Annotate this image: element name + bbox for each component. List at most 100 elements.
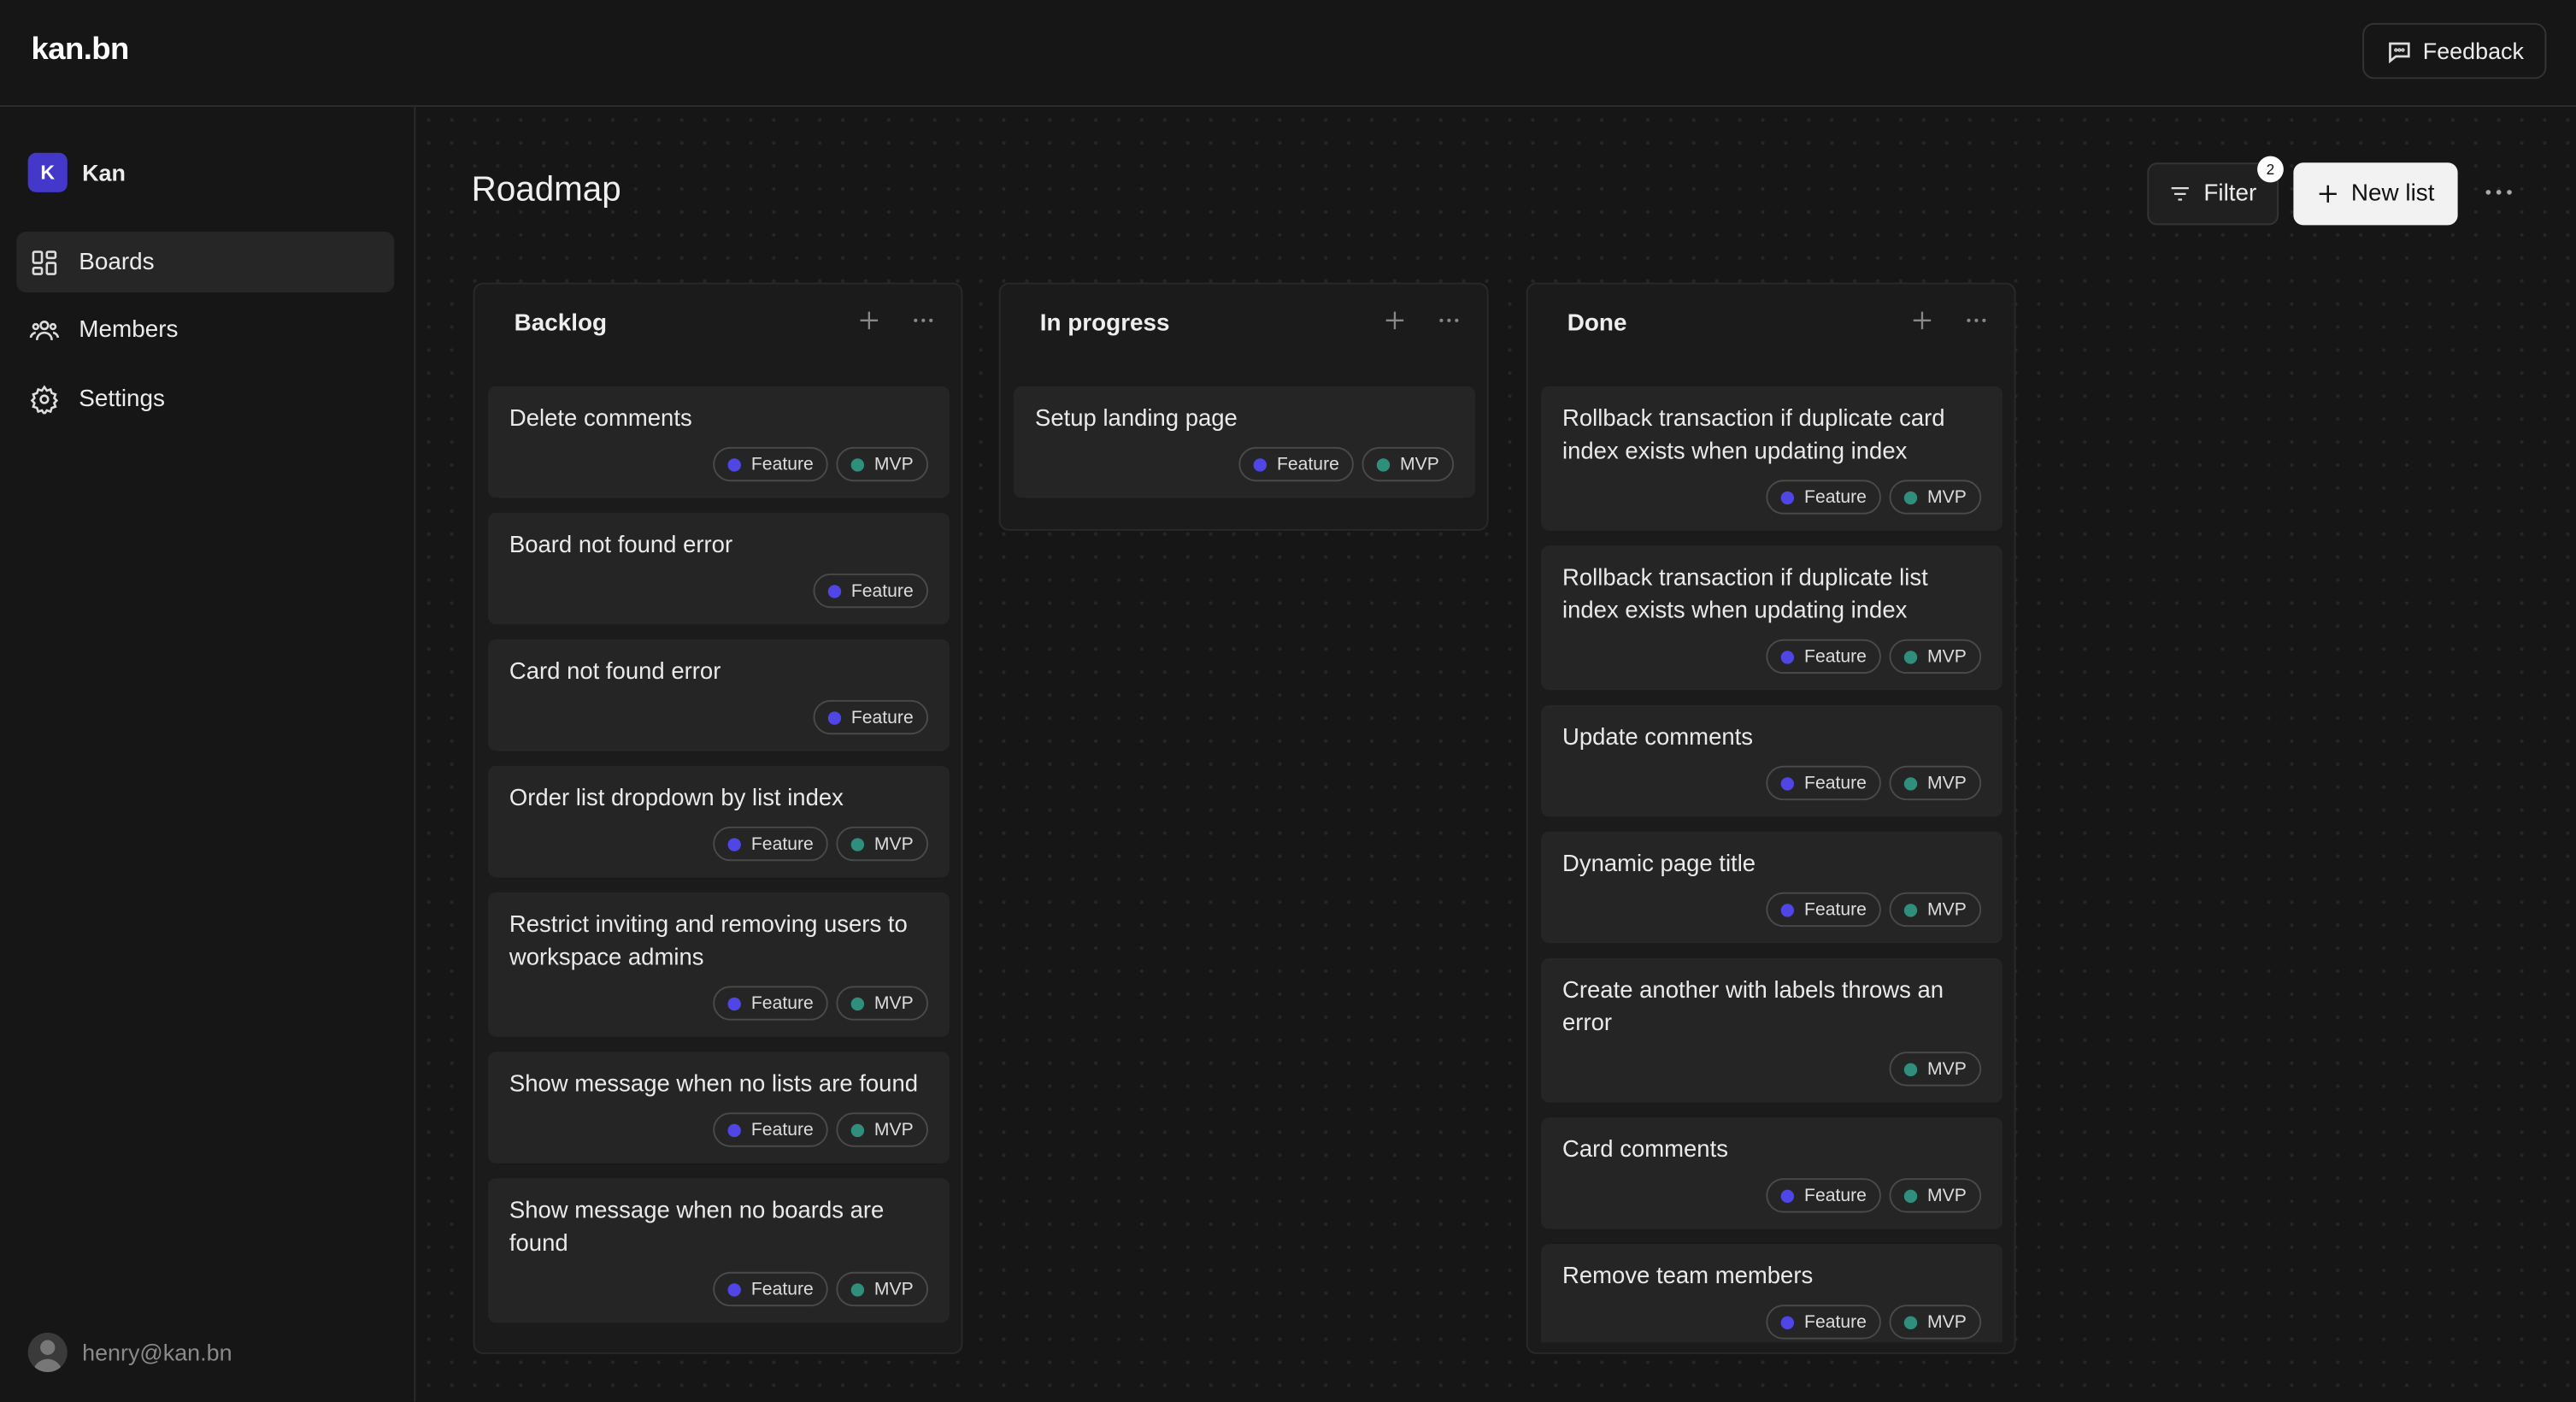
feedback-button[interactable]: Feedback — [2362, 22, 2547, 80]
add-card[interactable] — [856, 307, 882, 341]
workspace[interactable]: K Kan — [27, 152, 126, 192]
label-dot — [1904, 650, 1918, 663]
card[interactable]: Board not found error Feature — [487, 512, 950, 625]
card[interactable]: Remove team members Feature MVP — [1541, 1244, 2003, 1343]
label-text: Feature — [1804, 773, 1867, 793]
label-text: MVP — [1927, 1058, 1967, 1079]
card-labels: Feature — [509, 699, 929, 735]
label-text: Feature — [1804, 646, 1867, 667]
card-title: Rollback transaction if duplicate list i… — [1562, 565, 1928, 625]
label: MVP — [1889, 639, 1982, 674]
filter-label: Filter — [2203, 180, 2257, 208]
feedback-icon — [2388, 41, 2410, 63]
nav-members[interactable]: Members — [16, 299, 394, 360]
card-title: Setup landing page — [1034, 405, 1238, 433]
card[interactable]: Card comments Feature MVP — [1541, 1117, 2003, 1229]
add-card[interactable] — [1382, 307, 1409, 341]
nav-settings[interactable]: Settings — [16, 368, 394, 429]
cards: Rollback transaction if duplicate card i… — [1541, 386, 2003, 1343]
filter-badge: 2 — [2257, 156, 2284, 183]
label-dot — [1254, 457, 1267, 471]
card[interactable]: Order list dropdown by list index Feature… — [487, 765, 950, 878]
label: Feature — [1766, 480, 1882, 515]
label: MVP — [1889, 480, 1982, 515]
label-dot — [827, 584, 842, 598]
label: Feature — [813, 573, 929, 609]
logo[interactable]: kan.bn — [31, 32, 130, 68]
label-text: MVP — [1927, 899, 1967, 920]
add-card[interactable] — [1909, 307, 1936, 341]
label: MVP — [836, 986, 929, 1021]
members-icon — [29, 320, 60, 340]
label-dot — [850, 1282, 865, 1296]
list: In progress Setup landing page Feature MVP — [998, 282, 1489, 531]
list-name: Done — [1567, 310, 1627, 338]
filter-button[interactable]: Filter — [2147, 162, 2279, 226]
label: MVP — [836, 1112, 929, 1147]
card[interactable]: Rollback transaction if duplicate list i… — [1541, 545, 2003, 691]
label: MVP — [1889, 1305, 1982, 1340]
card[interactable]: Rollback transaction if duplicate card i… — [1541, 386, 2003, 531]
label-dot — [1781, 1188, 1795, 1203]
label: Feature — [713, 1271, 829, 1307]
user-email: henry@kan.bn — [82, 1339, 232, 1366]
card-labels: Feature MVP — [1562, 892, 1982, 928]
card-labels: Feature MVP — [1562, 1305, 1982, 1340]
header — [0, 0, 2576, 107]
card[interactable]: Show message when no boards are found Fea… — [487, 1178, 950, 1323]
user-avatar — [27, 1332, 68, 1373]
label-text: Feature — [1804, 1311, 1867, 1332]
card-labels: Feature MVP — [509, 1271, 929, 1307]
label: Feature — [1766, 892, 1882, 928]
new-list-button[interactable]: New list — [2293, 162, 2458, 226]
label-text: MVP — [1927, 486, 1967, 507]
card[interactable]: Setup landing page Feature MVP — [1013, 386, 1476, 498]
label: Feature — [713, 446, 829, 482]
cards: Setup landing page Feature MVP — [1013, 386, 1476, 520]
list-menu[interactable] — [1961, 307, 1991, 341]
card[interactable]: Delete comments Feature MVP — [487, 386, 950, 498]
label-text: MVP — [1927, 646, 1967, 667]
label-dot — [1904, 776, 1918, 790]
card-labels: Feature MVP — [1562, 480, 1982, 515]
label: MVP — [1889, 765, 1982, 801]
sidebar — [0, 106, 416, 1402]
label-dot — [850, 1122, 865, 1137]
card-labels: Feature MVP — [1562, 1178, 1982, 1213]
feedback-label: Feedback — [2422, 38, 2524, 64]
card[interactable]: Update comments Feature MVP — [1541, 704, 2003, 817]
label-dot — [1781, 1315, 1795, 1329]
board-title: Roadmap — [471, 170, 621, 209]
card-labels: Feature MVP — [1562, 765, 1982, 801]
label-dot — [1904, 1188, 1918, 1203]
card[interactable]: Show message when no lists are found Feat… — [487, 1052, 950, 1163]
settings-icon — [30, 384, 59, 414]
label-dot — [1904, 1315, 1918, 1329]
label: MVP — [836, 446, 929, 482]
label-text: Feature — [850, 707, 914, 728]
label-text: MVP — [873, 993, 914, 1014]
card-labels: Feature — [509, 573, 929, 609]
label-dot — [1781, 776, 1795, 790]
card[interactable]: Dynamic page title Feature MVP — [1541, 831, 2003, 944]
label-dot — [727, 457, 742, 471]
label: MVP — [836, 1271, 929, 1307]
label: Feature — [1766, 1305, 1882, 1340]
list-menu[interactable] — [1434, 307, 1464, 341]
card[interactable]: Restrict inviting and removing users to … — [487, 892, 950, 1037]
label: MVP — [1889, 1178, 1982, 1213]
label-dot — [1781, 903, 1795, 916]
list-menu[interactable] — [909, 307, 938, 341]
card[interactable]: Create another with labels throws an err… — [1541, 957, 2003, 1103]
user[interactable]: henry@kan.bn — [27, 1332, 232, 1373]
card-title: Dynamic page title — [1562, 851, 1756, 878]
card[interactable]: Card not found error Feature — [487, 639, 950, 751]
label-text: MVP — [873, 1279, 914, 1299]
nav-boards[interactable]: Boards — [16, 232, 395, 293]
label-text: Feature — [850, 580, 914, 601]
label: MVP — [1889, 892, 1982, 928]
label-dot — [1781, 650, 1795, 663]
board-menu[interactable] — [2481, 174, 2517, 210]
nav-label: Boards — [79, 249, 155, 275]
